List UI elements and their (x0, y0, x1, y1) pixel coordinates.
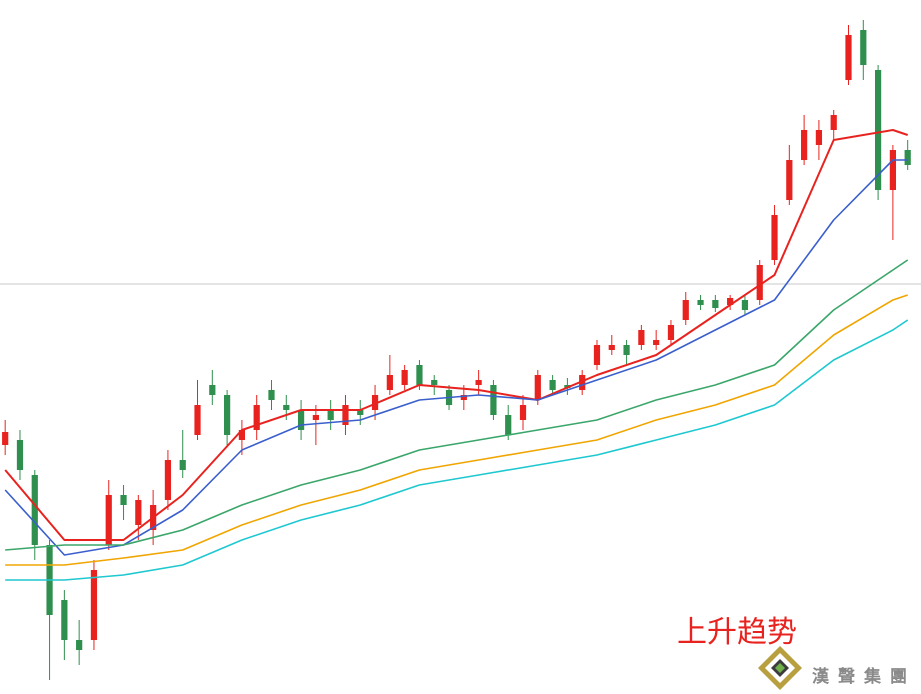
candle-body (771, 215, 778, 260)
ma-line (4, 159, 908, 556)
candle-body (135, 500, 142, 525)
candle-body (416, 365, 423, 385)
candle-body (401, 370, 408, 385)
ma-line (4, 129, 909, 541)
candle-body (667, 325, 675, 340)
candle-body (638, 330, 645, 345)
candle-body (371, 395, 379, 410)
candle-body (889, 150, 896, 190)
candle-body (756, 265, 763, 300)
candle-body (194, 405, 201, 435)
candle-body (505, 415, 512, 435)
candle-body (608, 345, 615, 350)
candle-body (579, 375, 586, 390)
candle-body (2, 432, 9, 445)
candle-body (431, 380, 438, 385)
candle-body (90, 570, 98, 640)
candle-body (727, 298, 734, 305)
candle-body (164, 460, 172, 500)
candle-body (874, 70, 882, 190)
candle-body (297, 410, 305, 430)
candle-body (179, 460, 186, 470)
candle-body (223, 395, 231, 435)
candle-body (460, 395, 467, 400)
candle-body (549, 380, 556, 390)
candle-body (342, 405, 349, 425)
candle-body (16, 440, 24, 470)
candle-body (653, 340, 660, 345)
candle-body (253, 405, 260, 430)
candle-body (860, 30, 867, 65)
candle-body (327, 410, 334, 420)
logo-icon (758, 646, 802, 690)
candle-body (386, 375, 393, 390)
candle-body (31, 475, 38, 545)
candle-body (490, 385, 497, 415)
logo-text: 漢聲集團 (812, 666, 916, 687)
candle-body (475, 380, 482, 385)
candle-body (697, 300, 704, 305)
candle-body (830, 115, 837, 130)
candle-body (682, 300, 689, 320)
candle-body (801, 130, 808, 160)
candle-body (534, 375, 541, 400)
candle-body (209, 385, 216, 395)
candle-body (815, 130, 823, 145)
candle-body (593, 345, 601, 365)
candle-body (904, 150, 911, 165)
candle-body (120, 495, 127, 505)
candle-body (268, 390, 275, 400)
ma-line (5, 294, 908, 566)
annotation: 上升趋势 (677, 615, 797, 650)
ma-line (5, 259, 909, 551)
candle-body (786, 160, 793, 200)
candle-body (238, 430, 246, 440)
candle-body (283, 405, 290, 410)
candle-body (741, 300, 749, 310)
candle-body (845, 35, 852, 80)
candle-body (76, 640, 83, 650)
candle-body (312, 415, 319, 420)
candle-body (105, 495, 112, 545)
ma-line (5, 319, 909, 581)
candle-body (519, 405, 527, 420)
candle-body (623, 345, 630, 355)
candle-body (357, 410, 364, 415)
candle-body (61, 600, 68, 640)
candle-body (712, 300, 719, 308)
